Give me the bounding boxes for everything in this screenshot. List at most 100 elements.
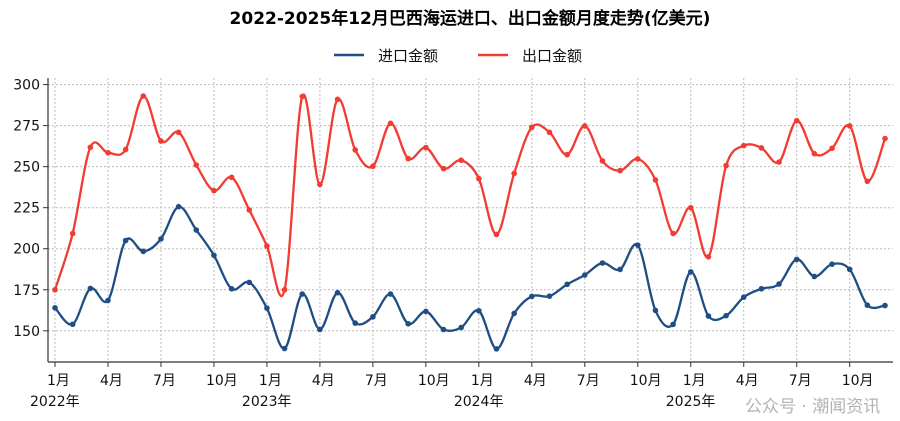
x-year-label: 2025年 [666,394,716,410]
x-tick-label: 7月 [577,373,600,389]
data-point [829,145,835,152]
data-point [69,321,76,328]
data-point [864,178,871,185]
data-point [105,149,111,156]
y-tick-label: 200 [13,242,40,258]
data-point [564,281,570,288]
data-point [352,147,359,153]
x-tick-label: 7月 [153,373,176,389]
data-point [246,279,253,286]
data-point [175,203,182,210]
data-point [564,151,570,158]
series-import [52,203,888,352]
data-point [740,294,747,300]
x-tick-label: 10月 [206,373,238,389]
legend-label-export: 出口金额 [522,47,582,65]
y-tick-label: 150 [13,324,40,340]
x-tick-label: 10月 [842,373,874,389]
data-point [317,181,323,188]
series-line [53,93,887,298]
data-point [405,320,412,327]
data-point [387,291,394,297]
data-point [87,144,94,151]
x-tick-label: 4月 [100,373,123,389]
data-point [476,175,482,182]
x-tick-label: 1月 [683,373,706,389]
data-point [793,256,800,263]
x-tick-label: 4月 [736,373,759,389]
data-point [458,324,464,331]
y-tick-label: 225 [13,201,40,217]
data-point [599,158,606,164]
data-point [705,313,712,319]
data-point [370,314,376,320]
data-point [158,138,164,144]
data-point [546,129,553,136]
data-point [317,326,323,333]
data-point [829,261,835,267]
data-point [687,269,694,275]
x-tick-label: 4月 [312,373,335,389]
data-point [423,144,429,151]
data-point [529,124,535,131]
series-line [54,205,886,351]
data-point [69,230,76,237]
data-point [582,272,588,278]
x-tick-label: 1月 [259,373,282,389]
data-point [299,291,306,297]
chart-title: 2022-2025年12月巴西海运进口、出口金额月度走势(亿美元) [230,8,711,29]
data-point [634,242,641,248]
data-point [334,289,341,296]
data-point [546,293,553,299]
data-point [634,156,641,162]
data-point [511,310,517,317]
data-point [281,345,288,352]
x-tick-label: 10月 [418,373,450,389]
data-point [423,308,429,315]
data-point [493,346,500,352]
data-point [493,231,500,238]
data-point [52,305,58,311]
data-point [246,207,253,213]
data-point [299,93,306,100]
data-point [529,293,535,300]
data-point [264,243,270,249]
data-point [211,252,217,259]
data-point [158,236,164,242]
data-point [811,273,818,280]
data-point [687,204,694,211]
data-point [864,302,871,309]
data-point [387,120,394,127]
data-point [793,117,800,124]
data-point [758,145,765,151]
data-point [511,170,517,177]
axes: 150 175 200 225 250 275 300 1月 2022年 4月 7月 10月 1月 202… [13,78,893,410]
data-point [670,321,676,328]
series-export [52,93,888,298]
legend-label-import: 进口金额 [378,47,438,65]
y-tick-label: 300 [13,78,40,94]
data-point [776,281,782,287]
y-tick-label: 175 [13,283,40,299]
x-tick-label: 7月 [789,373,812,389]
data-point [617,266,623,273]
data-point [882,135,888,142]
y-tick-label: 250 [13,160,40,176]
data-point [105,297,111,304]
data-point [652,307,659,314]
data-point [193,227,200,233]
data-point [405,155,412,162]
data-point [122,237,129,244]
x-year-label: 2022年 [30,394,80,410]
x-tick-label: 10月 [630,373,662,389]
x-tick-label: 4月 [524,373,547,389]
x-tick-label: 1月 [47,373,70,389]
data-point [582,123,588,129]
watermark: 公众号 · 潮闻资讯 [745,397,880,417]
data-point [175,129,182,136]
data-point [440,165,447,172]
data-point [264,305,270,311]
data-point [458,157,464,164]
data-point [617,167,623,174]
data-point [882,302,888,309]
